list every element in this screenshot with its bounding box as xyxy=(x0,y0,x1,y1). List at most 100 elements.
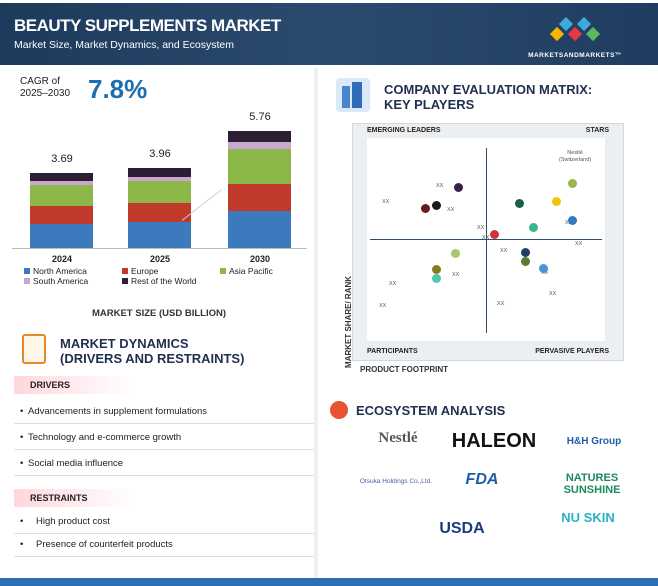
company-marker[interactable] xyxy=(431,264,441,274)
chart-x-label: MARKET SIZE (USD BILLION) xyxy=(91,308,227,319)
quadrant-pervasive-players: PERVASIVE PLAYERS xyxy=(535,348,609,355)
company-label: XX xyxy=(436,183,444,189)
document-chart-icon xyxy=(22,334,46,364)
nestle-label: Nestlé (Switzerland) xyxy=(559,150,592,163)
bar-segment-rest-of-the-world xyxy=(128,167,191,177)
company-marker[interactable] xyxy=(520,247,530,257)
cagr-value: 7.8% xyxy=(88,74,148,104)
brand-logo: MARKETSANDMARKETS™ xyxy=(520,15,630,59)
company-label: XX xyxy=(541,270,549,276)
legend-label: Asia Pacific xyxy=(229,266,273,276)
legend-label: South America xyxy=(33,276,89,286)
company-label: XX xyxy=(379,303,387,309)
legend-swatch xyxy=(24,278,30,284)
legend-swatch xyxy=(24,268,30,274)
company-marker[interactable] xyxy=(520,256,530,266)
logo-natures-sunshine: NATURES SUNSHINE xyxy=(563,472,621,496)
logo-fda: FDA xyxy=(465,471,499,488)
company-label: XX xyxy=(382,199,390,205)
legend-label: Rest of the World xyxy=(131,276,197,286)
bar-total-label: 5.76 xyxy=(249,111,271,124)
legend-item: Rest of the World xyxy=(122,276,197,286)
logo-hh-group: H&H Group xyxy=(566,436,622,447)
driver-item: Social media influence xyxy=(14,454,314,476)
restraint-item: Presence of counterfeit products xyxy=(14,535,314,557)
market-size-panel: CAGR of 2025–2030 7.8% 3.69 2024 3.96 2025 5.… xyxy=(0,68,318,578)
company-label: XX xyxy=(452,272,460,278)
company-marker[interactable] xyxy=(450,248,460,258)
bar-segment-asia-pacific xyxy=(128,180,191,203)
quadrant-stars: STARS xyxy=(585,127,609,134)
company-label: XX xyxy=(500,248,508,254)
bar-segment-south-america xyxy=(228,142,291,150)
bar-segment-asia-pacific xyxy=(228,149,291,184)
bar-segment-asia-pacific xyxy=(30,185,93,206)
bar-segment-rest-of-the-world xyxy=(30,173,93,182)
logo-otsuka: Otsuka Holdings Co.,Ltd. xyxy=(359,478,433,485)
x-axis-label: PRODUCT FOOTPRINT xyxy=(360,365,448,374)
bar-segment-rest-of-the-world xyxy=(228,131,291,143)
bar-segment-north-america xyxy=(128,221,191,248)
quadrant-emerging-leaders: EMERGING LEADERS xyxy=(367,127,441,134)
company-marker[interactable] xyxy=(514,198,524,208)
page-subtitle: Market Size, Market Dynamics, and Ecosys… xyxy=(14,39,234,51)
company-marker[interactable] xyxy=(420,203,430,213)
company-marker[interactable] xyxy=(567,215,577,225)
company-marker[interactable] xyxy=(431,200,441,210)
restraint-item: High product cost xyxy=(14,512,314,534)
legend-item: North America xyxy=(24,266,87,276)
footer-bar xyxy=(0,578,658,586)
legend-swatch xyxy=(122,278,128,284)
matrix-title: COMPANY EVALUATION MATRIX: KEY PLAYERS xyxy=(384,82,593,112)
bar-segment-south-america xyxy=(128,176,191,181)
company-label: XX xyxy=(575,241,583,247)
matrix-plot: Nestlé (Switzerland) XX XX XX XX XX XX XX XX XX XX… xyxy=(367,138,605,341)
cagr-label: CAGR of 2025–2030 xyxy=(20,76,71,99)
company-label: XX xyxy=(447,207,455,213)
company-marker[interactable] xyxy=(567,178,577,188)
logo-usda: USDA xyxy=(439,520,485,537)
driver-item: Technology and e-commerce growth xyxy=(14,428,314,450)
restraints-label: RESTRAINTS xyxy=(14,489,134,507)
company-marker[interactable] xyxy=(431,273,441,283)
logo-haleon: HALEON xyxy=(451,430,537,452)
legend-item: Europe xyxy=(122,266,158,276)
company-label: XX xyxy=(477,225,485,231)
x-axis-line xyxy=(12,248,307,249)
ecosystem-icon xyxy=(330,401,348,419)
company-marker[interactable] xyxy=(551,196,561,206)
company-label: XX xyxy=(549,291,557,297)
drivers-label: DRIVERS xyxy=(14,376,134,394)
evaluation-matrix: EMERGING LEADERS STARS PARTICIPANTS PERV… xyxy=(352,123,624,361)
legend-item: Asia Pacific xyxy=(220,266,273,276)
header-banner: BEAUTY SUPPLEMENTS MARKET Market Size, M… xyxy=(0,3,658,65)
quadrant-participants: PARTICIPANTS xyxy=(367,348,418,355)
driver-item: Advancements in supplement formulations xyxy=(14,402,314,424)
page-title: BEAUTY SUPPLEMENTS MARKET xyxy=(14,16,281,35)
legend-label: Europe xyxy=(131,266,159,276)
ecosystem-title: ECOSYSTEM ANALYSIS xyxy=(356,403,506,418)
logo-nestle: Nestlé xyxy=(378,430,418,446)
company-marker[interactable] xyxy=(453,182,463,192)
company-label: XX xyxy=(497,301,505,307)
buildings-icon xyxy=(336,78,370,112)
market-size-chart: 3.69 2024 3.96 2025 5.76 2030 xyxy=(0,68,318,328)
bar-segment-europe xyxy=(30,205,93,225)
company-marker[interactable] xyxy=(489,229,499,239)
bar-segment-south-america xyxy=(30,181,93,186)
bar-total-label: 3.96 xyxy=(149,147,171,160)
company-marker[interactable] xyxy=(528,222,538,232)
market-dynamics-title: MARKET DYNAMICS (DRIVERS AND RESTRAINTS) xyxy=(60,336,245,366)
x-tick-label: 2030 xyxy=(249,254,271,264)
bar-segment-north-america xyxy=(30,224,93,248)
evaluation-panel: COMPANY EVALUATION MATRIX: KEY PLAYERS EM… xyxy=(322,68,658,578)
legend-item: South America xyxy=(24,276,88,286)
company-label: XX xyxy=(389,281,397,287)
bar-segment-europe xyxy=(228,183,291,211)
x-tick-label: 2025 xyxy=(149,254,171,264)
company-label: XX xyxy=(482,235,490,241)
legend-swatch xyxy=(220,268,226,274)
brand-name: MARKETSANDMARKETS™ xyxy=(528,52,622,59)
bar-total-label: 3.69 xyxy=(51,153,73,166)
company-marker[interactable] xyxy=(538,263,548,273)
